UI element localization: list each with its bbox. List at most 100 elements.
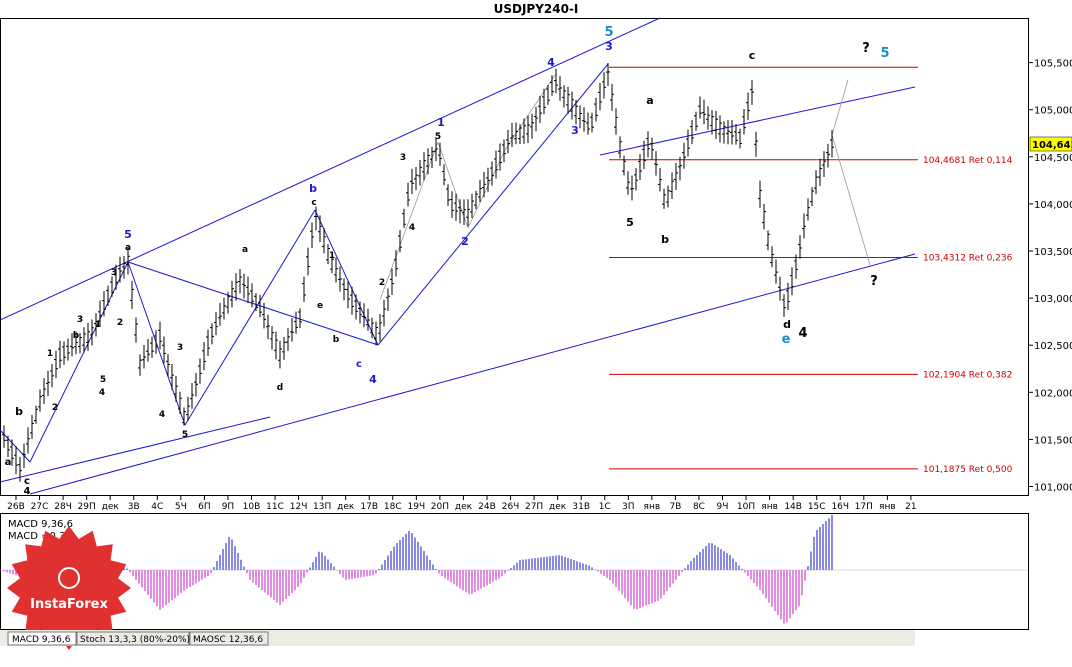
x-tick-label: 27П [525, 502, 543, 512]
x-tick-label: 17П [855, 502, 873, 512]
tab-stoch[interactable]: Stoch 13,3,3 (80%-20%) [76, 631, 190, 646]
wave-label: 5 [626, 216, 634, 229]
wave-label: d [783, 318, 791, 331]
x-tick-label: 21 [905, 502, 916, 512]
x-tick-label: дек [549, 502, 567, 512]
tab-macd[interactable]: MACD 9,36,6 [7, 631, 77, 646]
macd-panel-frame [0, 513, 1029, 630]
x-tick-label: 24В [478, 502, 496, 512]
wave-label: e [782, 332, 791, 347]
channel-line [184, 209, 316, 426]
x-tick-label: 14В [784, 502, 802, 512]
channel-line [0, 17, 661, 321]
current-price-tag: 104,642 [1029, 136, 1072, 152]
x-tick-label: 15С [808, 502, 826, 512]
wave-label: 2 [117, 318, 123, 328]
wave-label: a [125, 243, 131, 253]
x-tick-label: 17В [360, 502, 378, 512]
y-tick-label: 102,000 [1034, 388, 1072, 399]
wave-label: 4 [409, 223, 415, 233]
x-tick-label: янв [644, 502, 661, 512]
x-tick-label: 19Ч [408, 502, 426, 512]
wave-label: 3 [177, 343, 183, 353]
y-tick-label: 104,500 [1034, 153, 1072, 164]
x-tick-label: 20П [431, 502, 449, 512]
svg-text:Stoch 13,3,3 (80%-20%): Stoch 13,3,3 (80%-20%) [80, 635, 190, 645]
x-tick-label: 3В [128, 502, 140, 512]
wave-label: a [5, 457, 12, 468]
x-tick-label: 12Ч [290, 502, 308, 512]
fib-level-label: 102,1904 Ret 0,382 [923, 370, 1012, 380]
channel-line [29, 253, 916, 495]
x-tick-label: 8С [693, 502, 705, 512]
wave-label: c [24, 476, 30, 487]
wave-label: 1 [437, 116, 445, 129]
wave-label: 1 [47, 349, 53, 359]
x-tick-label: 26В [7, 502, 25, 512]
fib-level-label: 101,1875 Ret 0,500 [923, 465, 1013, 475]
wave-label: ? [870, 274, 878, 289]
x-tick-label: 4С [151, 502, 163, 512]
y-tick-label: 103,500 [1034, 247, 1072, 258]
fib-level-label: 103,4312 Ret 0,236 [923, 253, 1013, 263]
wave-label: 3 [571, 124, 579, 137]
x-tick-label: 10П [737, 502, 755, 512]
x-tick-label: дек [455, 502, 473, 512]
y-tick-label: 101,000 [1034, 483, 1072, 494]
wave-label: 5 [880, 46, 889, 61]
channel-line [377, 63, 609, 346]
wave-label: b [333, 335, 340, 345]
wave-label: 3 [400, 153, 406, 163]
x-tick-label: дек [102, 502, 120, 512]
x-tick-label: 26Ч [502, 502, 520, 512]
x-tick-label: 18С [384, 502, 402, 512]
wave-label: c [749, 49, 756, 62]
wave-label: a [646, 94, 653, 107]
wave-label: 4 [369, 373, 377, 386]
x-tick-label: 9П [222, 502, 235, 512]
svg-text:MAOSC 12,36,6: MAOSC 12,36,6 [193, 635, 263, 645]
x-tick-label: дек [337, 502, 355, 512]
channel-line [127, 261, 379, 346]
y-tick-label: 102,500 [1034, 341, 1072, 352]
x-tick-label: 9Ч [717, 502, 729, 512]
wave-label: 4 [159, 410, 165, 420]
svg-text:MACD 9,36,6: MACD 9,36,6 [12, 635, 71, 645]
projection-line [467, 149, 506, 229]
wave-label: b [73, 331, 80, 341]
x-tick-label: 27С [31, 502, 49, 512]
x-tick-label: 31В [572, 502, 590, 512]
x-tick-label: 10В [243, 502, 261, 512]
instaforex-logo: InstaForex [7, 526, 131, 650]
price-panel-frame [0, 18, 1029, 496]
wave-label: d [277, 383, 283, 393]
x-tick-label: 5Ч [175, 502, 187, 512]
logo-icon [58, 567, 80, 589]
x-tick-label: 3П [622, 502, 635, 512]
wave-label: 4 [547, 56, 555, 69]
channel-line [0, 429, 31, 463]
y-tick-label: 103,000 [1034, 294, 1072, 305]
wave-label: 2 [52, 403, 58, 413]
wave-label: 4 [99, 388, 105, 398]
wave-label: 4 [798, 326, 807, 341]
wave-label: 1 [95, 320, 101, 330]
svg-text:104,642: 104,642 [1032, 140, 1072, 151]
wave-label: b [309, 182, 317, 195]
projection-line [437, 141, 469, 229]
projection-line [504, 74, 556, 151]
wave-label: 5 [100, 375, 106, 385]
y-tick-label: 101,500 [1034, 435, 1072, 446]
wave-label: 5 [124, 228, 132, 241]
wave-label: 2 [379, 278, 385, 288]
tab-maosc[interactable]: MAOSC 12,36,6 [189, 631, 269, 646]
x-tick-label: 28Ч [54, 502, 72, 512]
wave-label: b [15, 405, 23, 418]
wave-label: 3 [77, 315, 83, 325]
wave-label: 5 [604, 25, 613, 40]
chart-title: USDJPY240-I [494, 2, 579, 16]
wave-label: c [356, 359, 362, 370]
